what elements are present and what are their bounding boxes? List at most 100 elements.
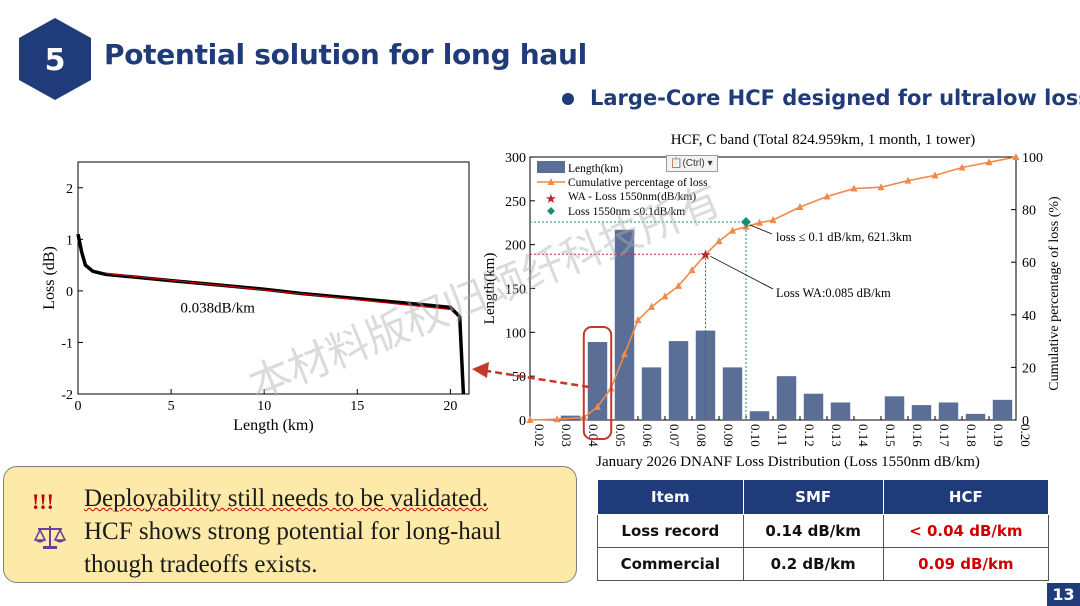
x-tick-label: 0.04 — [586, 424, 601, 447]
comparison-table: Item SMF HCF Loss record 0.14 dB/km < 0.… — [597, 479, 1050, 581]
cumulative-point — [715, 237, 723, 245]
x-tick-label: 0.09 — [721, 424, 736, 447]
x-tick-label: 0.18 — [964, 424, 979, 447]
callout-line-1: Deployability still needs to be validate… — [84, 485, 489, 512]
x-tick-label: 0.20 — [1018, 424, 1033, 447]
cumulative-point — [756, 218, 763, 226]
callout-box: !!! Deployability still needs to be vali… — [3, 466, 577, 583]
table-cell: 0.2 dB/km — [742, 547, 884, 581]
table-header-smf: SMF — [742, 479, 884, 515]
table-row: Loss record 0.14 dB/km < 0.04 dB/km — [597, 514, 1050, 548]
x-tick-label: 0.03 — [559, 424, 574, 447]
cumulative-point — [729, 226, 736, 234]
y2-tick-label: 80 — [1022, 204, 1036, 219]
x-tick-label: 0 — [75, 399, 82, 414]
y-tick-label: 300 — [505, 151, 526, 166]
bar — [722, 367, 743, 420]
legend-label: WA - Loss 1550nm(dB/km) — [568, 191, 696, 203]
y2-axis-label: Cumulative percentage of loss (%) — [1047, 196, 1062, 391]
y-tick-label: 150 — [505, 283, 526, 298]
x-tick-label: 0.13 — [829, 424, 844, 447]
table-header-row: Item SMF HCF — [597, 479, 1050, 515]
balance-scale-icon — [34, 526, 66, 549]
x-tick-label: 0.06 — [640, 424, 655, 447]
cumulative-point — [850, 184, 858, 192]
highlight-box — [582, 326, 613, 440]
cumulative-point — [958, 163, 966, 171]
x-tick-label: 0.12 — [802, 424, 817, 447]
x-tick-label: 0.08 — [694, 424, 709, 447]
y-tick-label: 100 — [505, 326, 526, 341]
y-tick-label: -1 — [61, 336, 73, 351]
y-axis-label: Loss (dB) — [41, 246, 58, 310]
x-tick-label: 0.07 — [667, 424, 682, 447]
dashed-arrow-line — [486, 369, 590, 389]
x-tick-label: 0.16 — [910, 424, 925, 447]
cumulative-point — [675, 281, 682, 289]
chart-title: HCF, C band (Total 824.959km, 1 month, 1… — [671, 132, 975, 148]
y-tick-label: 0 — [66, 285, 73, 300]
x-tick-label: 0.11 — [775, 424, 790, 446]
legend-swatch-point — [547, 178, 555, 185]
x-tick-label: 5 — [168, 399, 175, 414]
y-tick-label: 0 — [519, 414, 526, 429]
cumulative-point — [594, 402, 601, 410]
bar — [884, 396, 905, 420]
x-tick-label: 0.19 — [991, 424, 1006, 447]
page-title: Potential solution for long haul — [104, 38, 587, 71]
cumulative-point — [1012, 153, 1020, 160]
bar — [668, 341, 689, 420]
y-tick-label: 200 — [505, 239, 526, 254]
section-number: 5 — [45, 43, 66, 78]
x-axis-label: Length (km) — [233, 417, 313, 434]
cumulative-point — [769, 216, 777, 224]
table-header-hcf: HCF — [882, 479, 1050, 515]
cumulative-line — [529, 156, 1017, 421]
x-axis-label: January 2026 DNANF Loss Distribution (Lo… — [596, 454, 980, 470]
slope-annotation: 0.038dB/km — [180, 301, 255, 317]
x-tick-label: 0.17 — [937, 424, 952, 447]
cumulative-point — [553, 415, 561, 423]
cumulative-point — [985, 158, 993, 166]
x-tick-label: 20 — [443, 399, 457, 414]
annotation-leader — [710, 255, 774, 290]
y-tick-label: 1 — [66, 233, 73, 248]
legend-label: Length(km) — [568, 163, 623, 175]
bar — [749, 411, 770, 420]
paste-options-label: (Ctrl) ▾ — [682, 158, 713, 169]
y2-tick-label: 60 — [1022, 256, 1036, 271]
table-cell: < 0.04 dB/km — [882, 514, 1050, 548]
legend-label: Cumulative percentage of loss — [568, 177, 708, 189]
bar — [776, 376, 797, 420]
annotation-loss-le-01: loss ≤ 0.1 dB/km, 621.3km — [776, 230, 912, 244]
bar — [992, 399, 1013, 420]
bar — [965, 413, 986, 420]
legend-swatch-diamond — [547, 207, 555, 215]
legend-label: Loss 1550nm ≤0.1dB/km — [568, 206, 685, 218]
paste-options-button[interactable]: 📋(Ctrl) ▾ — [666, 155, 718, 172]
x-tick-label: 10 — [257, 399, 271, 414]
cumulative-point — [661, 292, 669, 300]
bar — [911, 405, 932, 420]
bar — [830, 402, 851, 420]
cumulative-point — [526, 416, 534, 423]
y2-tick-label: 100 — [1022, 151, 1043, 166]
bullet-icon — [562, 93, 574, 105]
table-cell: Commercial — [597, 547, 744, 581]
bar — [938, 402, 959, 420]
bar — [614, 229, 635, 420]
x-tick-label: 0.14 — [856, 424, 871, 447]
callout-line-3: though tradeoffs exists. — [84, 551, 318, 578]
y2-tick-label: 20 — [1022, 361, 1036, 376]
y-tick-label: -2 — [61, 388, 73, 403]
y-tick-label: 2 — [66, 182, 73, 197]
callout-arrow — [472, 362, 590, 389]
cumulative-point — [823, 192, 831, 200]
table-cell: 0.14 dB/km — [742, 514, 884, 548]
legend-swatch-star: ★ — [545, 191, 557, 206]
x-tick-label: 15 — [350, 399, 364, 414]
cumulative-point — [648, 302, 655, 310]
loss-marker — [741, 216, 751, 227]
fit-line — [105, 272, 455, 311]
